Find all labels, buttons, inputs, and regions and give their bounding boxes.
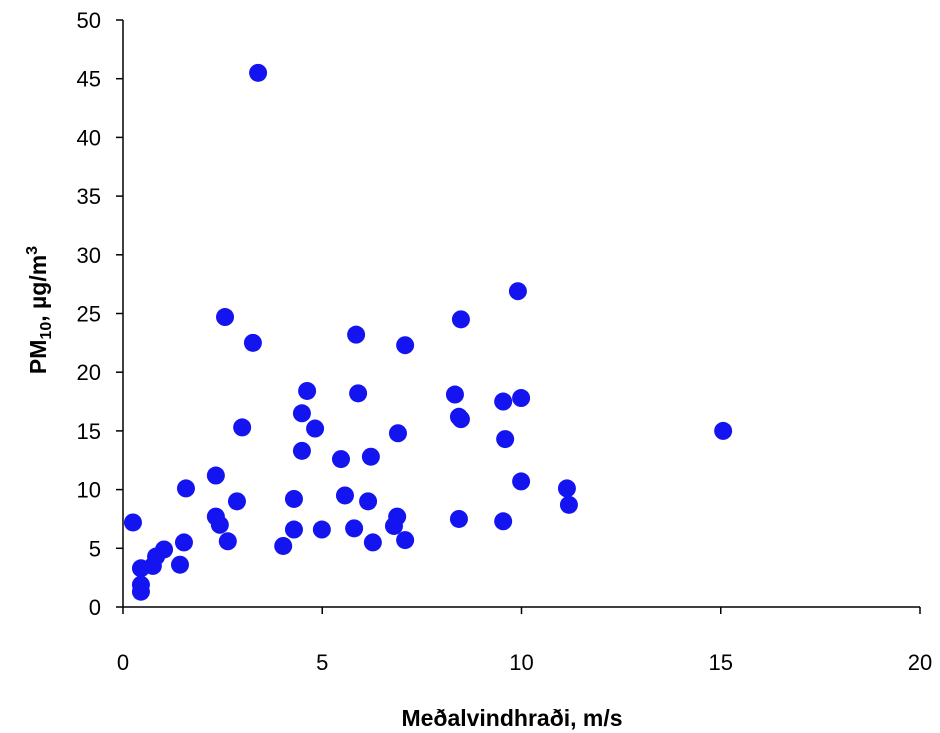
point (206, 466, 225, 485)
point (284, 520, 303, 539)
point (512, 472, 531, 491)
point (131, 582, 150, 601)
y-label-sub: 10 (38, 322, 55, 340)
y-label-part: PM (25, 340, 51, 375)
point (396, 336, 415, 355)
y-tick-label: 45 (77, 67, 101, 92)
x-tick-label: 10 (509, 650, 533, 675)
point (155, 540, 174, 559)
point (331, 450, 350, 469)
y-tick-label: 20 (77, 360, 101, 385)
point (284, 489, 303, 508)
point (218, 532, 237, 551)
x-tick-label: 20 (908, 650, 932, 675)
point (216, 308, 235, 327)
point (249, 63, 268, 82)
point (451, 410, 470, 429)
y-tick-label: 25 (77, 302, 101, 327)
point (388, 507, 407, 526)
point (174, 533, 193, 552)
point (292, 441, 311, 460)
point (210, 515, 229, 534)
point (243, 333, 262, 352)
point (449, 509, 468, 528)
x-axis-label: Meðalvindhraði, m/s (401, 705, 622, 731)
point (227, 492, 246, 511)
y-axis-label: PM10, µg/m3 (24, 246, 55, 374)
point (176, 479, 195, 498)
point (451, 310, 470, 329)
x-tick-label: 15 (709, 650, 733, 675)
x-tick-label: 5 (316, 650, 328, 675)
point (714, 421, 733, 440)
y-tick-label: 30 (77, 243, 101, 268)
point (496, 430, 515, 449)
point (359, 492, 378, 511)
point (494, 392, 513, 411)
point (557, 479, 576, 498)
y-tick-label: 0 (89, 595, 101, 620)
point (445, 385, 464, 404)
point (349, 384, 368, 403)
y-tick-label: 50 (77, 8, 101, 33)
point (312, 520, 331, 539)
point (363, 533, 382, 552)
point (233, 418, 252, 437)
point (396, 531, 415, 550)
point (361, 447, 380, 466)
y-tick-label: 35 (77, 184, 101, 209)
point (123, 513, 142, 532)
y-label-sup: 3 (24, 246, 41, 255)
point (306, 419, 325, 438)
point (335, 486, 354, 505)
y-tick-label: 40 (77, 125, 101, 150)
point (388, 424, 407, 443)
point (559, 495, 578, 514)
point (292, 404, 311, 423)
point (274, 536, 293, 555)
x-tick-label: 0 (117, 650, 129, 675)
point (508, 282, 527, 301)
y-tick-label: 15 (77, 419, 101, 444)
point (494, 512, 513, 531)
point (345, 519, 364, 538)
y-tick-label: 5 (89, 536, 101, 561)
point (170, 555, 189, 574)
y-tick-label: 10 (77, 478, 101, 503)
y-label-part: , µg/m (25, 255, 51, 322)
point (512, 389, 531, 408)
point (347, 325, 366, 344)
point (298, 381, 317, 400)
